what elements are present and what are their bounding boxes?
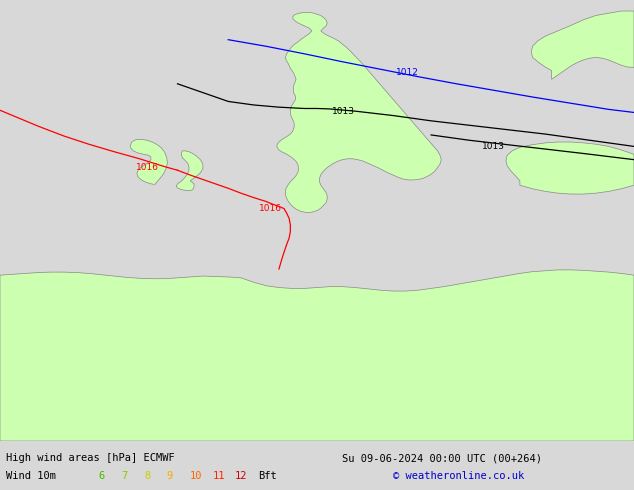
Text: © weatheronline.co.uk: © weatheronline.co.uk [393,471,524,481]
Text: 11: 11 [212,471,225,481]
Text: 1013: 1013 [332,107,355,116]
Text: 1016: 1016 [259,204,281,213]
Polygon shape [506,142,634,194]
Text: 12: 12 [235,471,248,481]
Text: Su 09-06-2024 00:00 UTC (00+264): Su 09-06-2024 00:00 UTC (00+264) [342,453,542,463]
Text: 9: 9 [167,471,173,481]
Polygon shape [131,139,167,184]
Text: 1013: 1013 [482,142,505,151]
Text: 1012: 1012 [396,68,419,77]
Polygon shape [0,270,634,441]
Text: Bft: Bft [258,471,277,481]
Text: High wind areas [hPa] ECMWF: High wind areas [hPa] ECMWF [6,453,175,463]
Text: 7: 7 [121,471,127,481]
Polygon shape [277,12,441,213]
Text: 1016: 1016 [136,163,159,172]
Text: Wind 10m: Wind 10m [6,471,56,481]
Polygon shape [531,11,634,79]
Text: 10: 10 [190,471,202,481]
Text: 6: 6 [98,471,105,481]
Polygon shape [176,151,203,191]
Text: 8: 8 [144,471,150,481]
